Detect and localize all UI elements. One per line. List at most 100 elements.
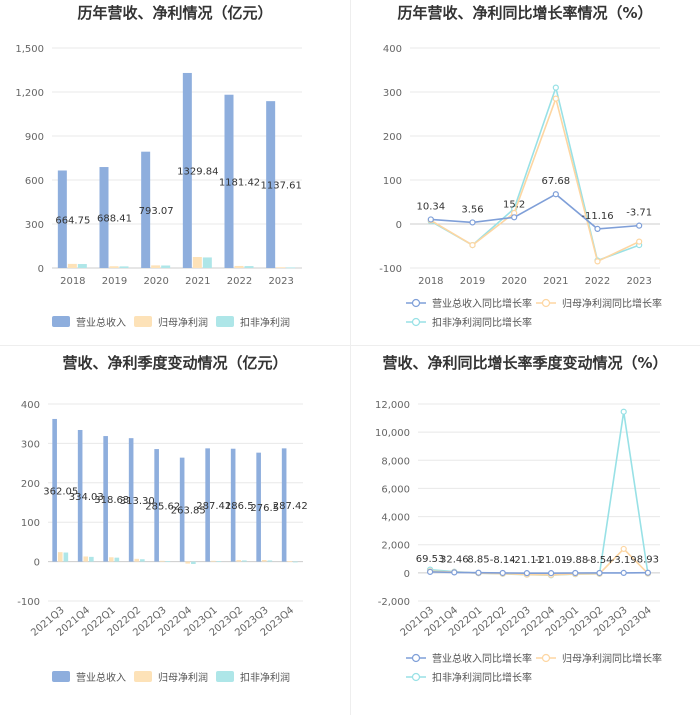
data-label: 8.93 [637,555,659,566]
data-label: 664.75 [55,215,90,226]
y-tick-label: 1,500 [15,44,44,55]
data-label: -3.71 [626,208,652,219]
y-tick-label: 12,000 [375,400,410,411]
point-net-profit-growth [636,238,643,245]
bar-net-profit [159,560,165,562]
x-tick-label: 2023 [268,276,293,287]
bar-deducted-profit [89,556,94,562]
bar-revenue [128,438,134,562]
y-tick-label: 400 [383,44,402,55]
point-revenue-growth [594,225,601,233]
point-revenue-growth [426,568,434,575]
bar-deducted-profit [114,557,120,562]
bar-net-profit [134,558,140,562]
bar-net-profit [261,560,267,562]
data-label: 362.05 [43,486,78,497]
bar-deducted-profit [293,561,298,563]
bar-net-profit [185,561,191,564]
data-label: 287.42 [273,501,308,512]
chart-annual-revenue-profit: 历年营收、净利情况（亿元） 0 300 600 900 1,200 1,500 2018 201… [15,4,302,329]
y-tick-label: 400 [21,400,40,411]
point-revenue-growth [511,214,518,221]
bar-net-profit [192,257,202,268]
legend-label: 扣非净利润 [240,671,290,684]
chart-title: 历年营收、净利情况（亿元） [77,4,272,22]
bar-net-profit [108,557,114,562]
data-label: 276.5 [250,503,279,514]
bar-net-profit [276,267,286,269]
point-revenue-growth [451,569,458,576]
data-label: -21.11 [511,555,543,566]
data-label: 32.46 [440,554,469,565]
bar-deducted-profit [216,561,222,563]
point-revenue-growth [596,569,603,577]
legend-marker [411,298,421,308]
y-tick-label: 200 [21,479,40,490]
bar-revenue [52,418,57,562]
point-revenue-growth [499,569,506,577]
x-tick-label: 2021 [543,276,568,287]
bar-net-profit [234,265,244,268]
x-tick-label: 2023 [626,276,651,287]
x-tick-label: 2021 [185,276,210,287]
y-tick-label: 0 [38,264,44,275]
legend-label: 营业总收入同比增长率 [432,652,532,665]
bar-revenue [103,436,108,562]
point-net-profit-growth [620,545,627,553]
data-label: 263.85 [171,506,206,517]
point-net-profit-growth [469,242,476,249]
y-tick-label: 0 [396,220,402,231]
point-net-profit-growth [552,95,559,102]
bar-revenue [141,151,151,268]
legend-label: 营业总收入 [76,316,126,329]
legend-marker [411,317,421,327]
bar-net-profit [57,552,63,562]
legend-marker [411,653,421,663]
bar-deducted-profit [161,265,171,268]
y-tick-label: -2,000 [378,597,410,608]
data-label: 15.2 [503,199,525,210]
bar-revenue [57,170,67,268]
data-label: 287.41 [196,501,231,512]
line-revenue-growth [430,193,640,230]
chart-title: 营收、净利同比增长率季度变动情况（%） [382,354,667,372]
data-label: 1329.84 [177,166,218,177]
bar-deducted-profit [242,560,247,562]
data-label: 69.53 [416,554,445,565]
y-tick-label: 0 [404,569,410,580]
bar-deducted-profit [77,264,87,268]
bar-deducted-profit [267,560,273,562]
x-tick-label: 2020 [501,276,526,287]
legend-marker [541,298,551,308]
bar-deducted-profit [191,561,196,564]
data-label: 286.5 [225,501,254,512]
vertical-divider [350,0,351,715]
chart-title: 营收、净利季度变动情况（亿元） [62,354,287,372]
x-tick-label: 2022 [227,276,252,287]
line-deducted-profit-growth [430,84,640,262]
point-revenue-growth [475,569,482,576]
data-label: 8.85 [467,555,489,566]
y-tick-label: -100 [17,597,40,608]
legend-swatch [216,671,234,682]
y-tick-label: 2,000 [381,541,410,552]
legend-label: 扣非净利润同比增长率 [432,316,532,329]
data-label: 313.30 [120,496,155,507]
x-tick-label: 2020 [143,276,168,287]
x-tick-label: 2019 [102,276,127,287]
x-tick-label: 2018 [418,276,443,287]
line-deducted-profit-growth [430,411,649,577]
point-revenue-growth [548,570,555,577]
bar-deducted-profit [244,266,254,268]
y-tick-label: 8,000 [381,456,410,467]
data-label: 1137.61 [260,181,301,192]
x-tick-label: 2022 [585,276,610,287]
bar-net-profit [287,561,293,563]
bar-revenue [99,167,109,268]
y-tick-label: 600 [25,176,44,187]
y-tick-label: 300 [383,88,402,99]
bar-revenue [77,429,83,562]
point-revenue-growth [427,216,434,223]
y-tick-label: 300 [21,439,40,450]
legend-label: 扣非净利润 [240,316,290,329]
